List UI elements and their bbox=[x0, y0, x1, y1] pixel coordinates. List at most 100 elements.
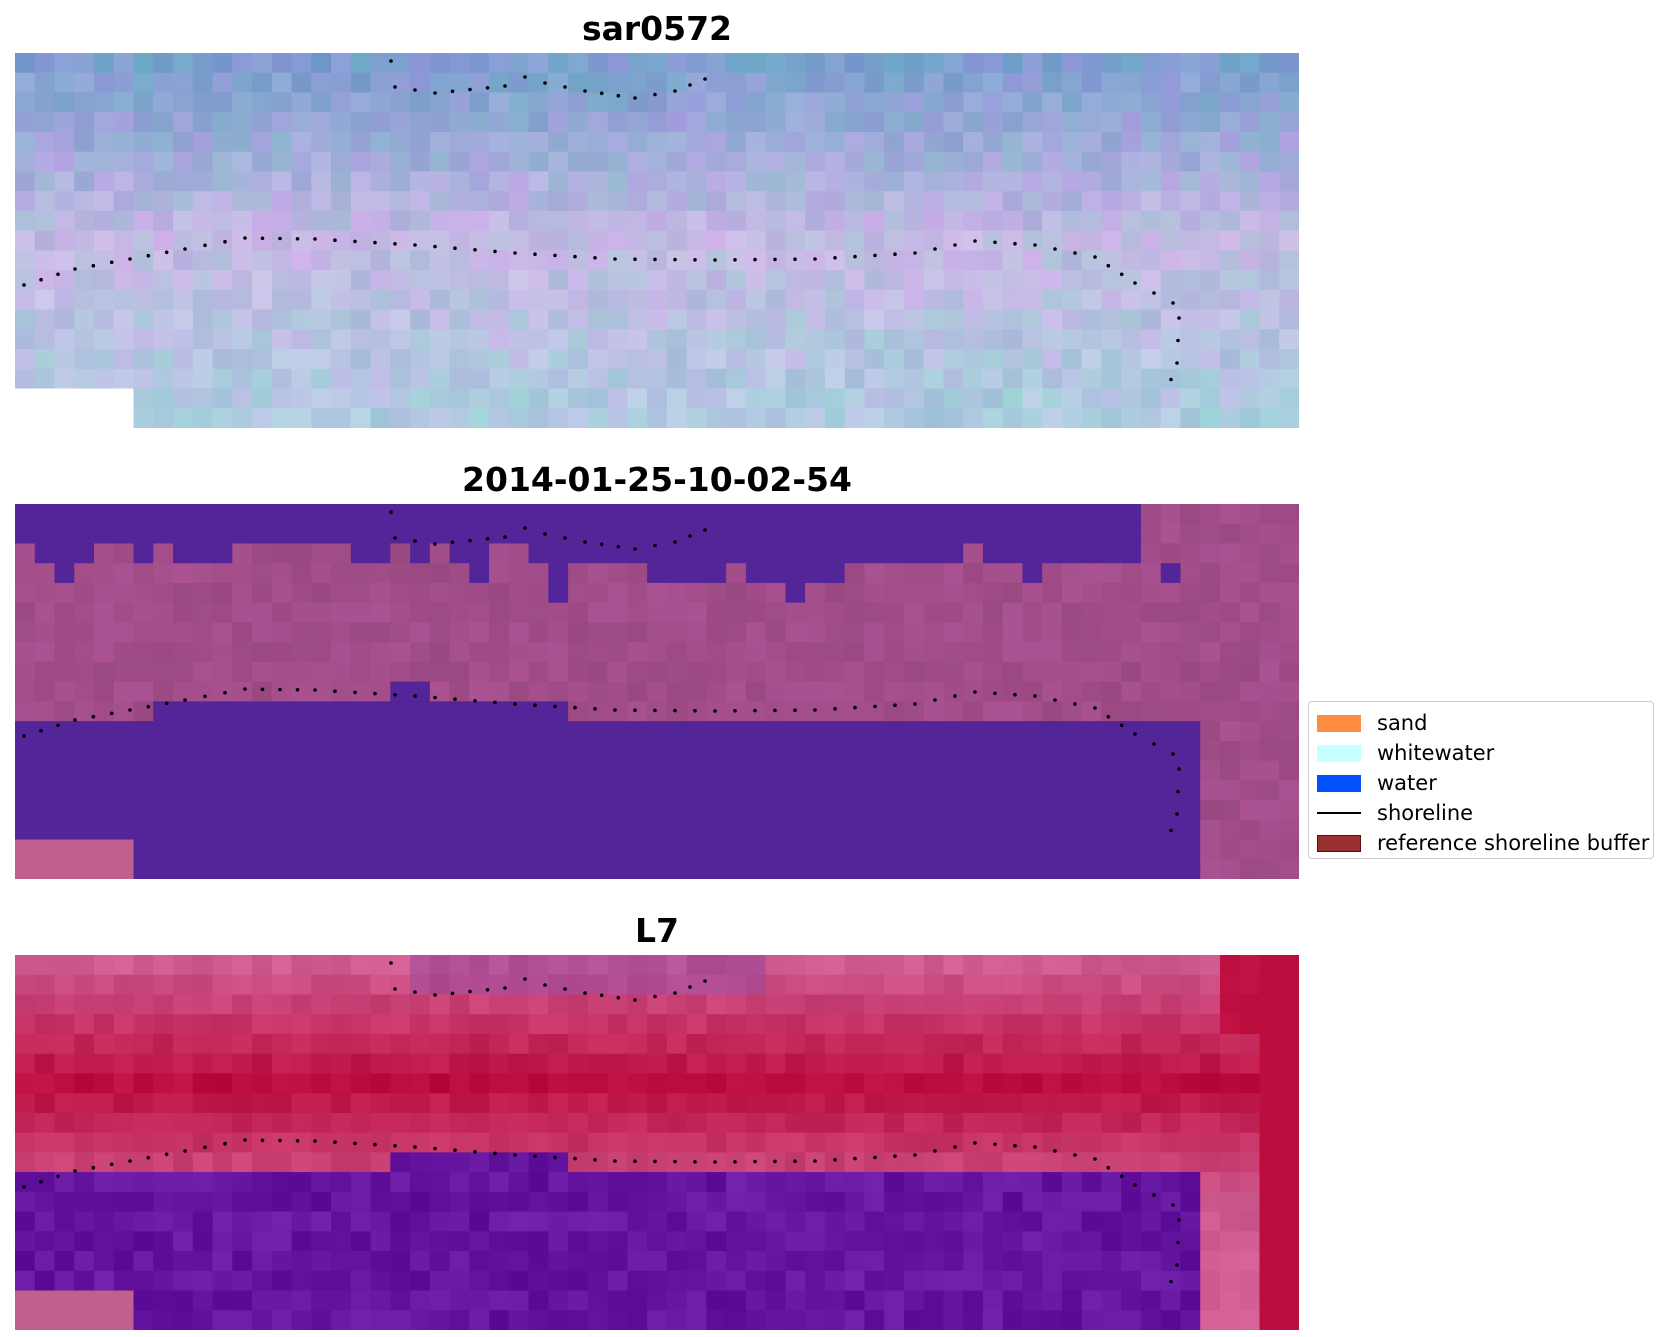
raster-cell bbox=[291, 955, 312, 976]
raster-cell bbox=[1279, 368, 1299, 390]
raster-cell bbox=[410, 329, 431, 350]
raster-cell bbox=[844, 329, 866, 350]
raster-cell bbox=[291, 1270, 312, 1292]
raster-cell bbox=[1279, 642, 1299, 663]
raster-cell bbox=[1259, 368, 1280, 390]
raster-cell bbox=[1160, 543, 1182, 564]
raster-cell bbox=[1200, 701, 1221, 722]
raster-cell bbox=[982, 1073, 1004, 1094]
raster-cell bbox=[449, 349, 470, 370]
raster-cell bbox=[192, 151, 214, 173]
raster-cell bbox=[528, 994, 549, 1015]
raster-cell bbox=[54, 955, 75, 976]
raster-cell bbox=[153, 1251, 174, 1272]
raster-cell bbox=[173, 53, 194, 74]
raster-cell bbox=[528, 388, 549, 409]
raster-cell bbox=[785, 289, 806, 311]
raster-cell bbox=[15, 1211, 36, 1232]
raster-cell bbox=[1121, 780, 1142, 801]
raster-cell bbox=[805, 839, 826, 860]
raster-cell bbox=[311, 839, 332, 860]
raster-cell bbox=[666, 582, 688, 604]
raster-cell bbox=[311, 270, 332, 291]
raster-cell bbox=[15, 1033, 36, 1055]
shoreline-point bbox=[653, 1159, 657, 1164]
raster-cell bbox=[410, 504, 431, 525]
raster-cell bbox=[706, 681, 727, 702]
raster-cell bbox=[370, 859, 391, 879]
raster-cell bbox=[706, 191, 727, 212]
raster-cell bbox=[884, 740, 905, 762]
raster-cell bbox=[34, 1112, 56, 1134]
raster-cell bbox=[232, 1014, 253, 1035]
raster-cell bbox=[232, 839, 253, 860]
raster-cell bbox=[568, 329, 589, 350]
raster-cell bbox=[15, 1014, 36, 1035]
raster-cell bbox=[1259, 1053, 1280, 1075]
raster-cell bbox=[429, 819, 451, 841]
raster-cell bbox=[1279, 504, 1299, 525]
raster-cell bbox=[1002, 1033, 1024, 1055]
raster-cell bbox=[982, 681, 1004, 702]
raster-cell bbox=[331, 1014, 352, 1035]
raster-cell bbox=[331, 721, 352, 742]
raster-cell bbox=[1180, 72, 1201, 94]
raster-cell bbox=[805, 131, 826, 153]
raster-cell bbox=[331, 329, 352, 350]
raster-cell bbox=[1081, 151, 1103, 173]
raster-cell bbox=[271, 780, 293, 801]
shoreline-point bbox=[313, 237, 317, 241]
raster-cell bbox=[94, 543, 115, 564]
raster-cell bbox=[548, 250, 569, 271]
raster-cell bbox=[113, 368, 135, 390]
raster-cell bbox=[449, 1152, 470, 1173]
raster-cell bbox=[587, 523, 609, 545]
raster-cell bbox=[805, 368, 826, 390]
raster-cell bbox=[390, 859, 411, 879]
raster-cell bbox=[1219, 368, 1241, 390]
shoreline-point bbox=[753, 257, 757, 262]
shoreline-point bbox=[693, 709, 697, 713]
raster-cell bbox=[113, 1172, 135, 1193]
raster-cell bbox=[113, 504, 135, 525]
raster-cell bbox=[1061, 1270, 1083, 1292]
raster-cell bbox=[1022, 230, 1043, 251]
raster-cell bbox=[607, 563, 628, 584]
raster-cell bbox=[982, 1172, 1004, 1193]
raster-cell bbox=[884, 563, 905, 584]
raster-cell bbox=[350, 1132, 372, 1153]
raster-cell bbox=[1160, 329, 1182, 350]
raster-cell bbox=[291, 1033, 312, 1055]
raster-cell bbox=[587, 563, 609, 584]
raster-cell bbox=[884, 681, 905, 702]
raster-cell bbox=[311, 994, 332, 1015]
raster-cell bbox=[607, 309, 628, 330]
raster-cell bbox=[785, 955, 806, 976]
raster-cell bbox=[311, 642, 332, 663]
raster-cell bbox=[568, 994, 589, 1015]
raster-cell bbox=[291, 112, 312, 133]
raster-cell bbox=[1022, 72, 1043, 94]
raster-cell bbox=[15, 250, 36, 271]
raster-cell bbox=[627, 721, 648, 742]
raster-cell bbox=[706, 1251, 727, 1272]
raster-cell bbox=[568, 309, 589, 330]
raster-cell bbox=[54, 349, 75, 370]
raster-cell bbox=[607, 92, 628, 113]
raster-cell bbox=[390, 1310, 411, 1330]
raster-cell bbox=[469, 368, 490, 390]
raster-cell bbox=[449, 800, 470, 821]
raster-cell bbox=[1042, 210, 1063, 232]
raster-cell bbox=[1140, 701, 1162, 722]
raster-cell bbox=[508, 1093, 530, 1114]
shoreline-point bbox=[333, 238, 337, 242]
raster-cell bbox=[528, 1033, 549, 1055]
raster-cell bbox=[173, 1073, 194, 1094]
raster-cell bbox=[745, 1251, 767, 1272]
shoreline-point bbox=[543, 81, 547, 85]
raster-cell bbox=[963, 309, 984, 330]
raster-cell bbox=[1081, 1073, 1103, 1094]
raster-cell bbox=[982, 642, 1004, 663]
raster-cell bbox=[627, 112, 648, 133]
raster-cell bbox=[528, 1231, 549, 1252]
